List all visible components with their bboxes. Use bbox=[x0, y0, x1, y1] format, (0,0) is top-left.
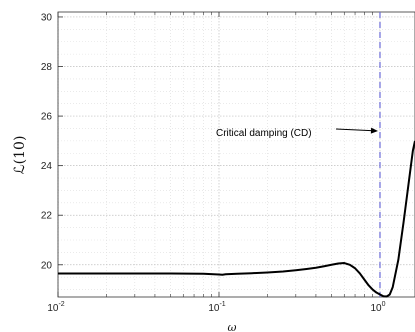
y-axis-title: ℒ(10) bbox=[12, 136, 28, 175]
y-tick-label: 22 bbox=[41, 211, 53, 222]
plot-frame bbox=[57, 11, 415, 298]
series-group bbox=[58, 141, 415, 297]
x-axis-title: ω bbox=[228, 321, 237, 332]
x-tick-label: 10-1 bbox=[208, 301, 225, 314]
y-tick-label: 24 bbox=[41, 161, 53, 172]
x-tick-label-exponent: -2 bbox=[58, 301, 64, 308]
annotation-arrow bbox=[335, 128, 372, 132]
y-tick-label: 28 bbox=[41, 62, 53, 73]
plot-area-background bbox=[58, 12, 415, 297]
series-line bbox=[58, 141, 415, 297]
y-tick-label: 20 bbox=[41, 260, 53, 271]
annotation-arrowhead bbox=[370, 127, 378, 134]
x-tick-label-exponent: 0 bbox=[382, 301, 386, 308]
x-tick-label: 10-2 bbox=[47, 301, 64, 314]
annotation-label: Critical damping (CD) bbox=[216, 128, 312, 139]
x-tick-labels: 10-2 10-1 100 bbox=[47, 301, 385, 314]
y-tick-label: 30 bbox=[41, 12, 53, 23]
x-tick-label: 100 bbox=[370, 301, 385, 314]
x-tick-label-exponent: -1 bbox=[219, 301, 225, 308]
y-tick-labels: 20 22 24 26 28 30 bbox=[41, 12, 53, 271]
axis-ticks bbox=[57, 12, 381, 297]
y-tick-label: 26 bbox=[41, 112, 53, 123]
